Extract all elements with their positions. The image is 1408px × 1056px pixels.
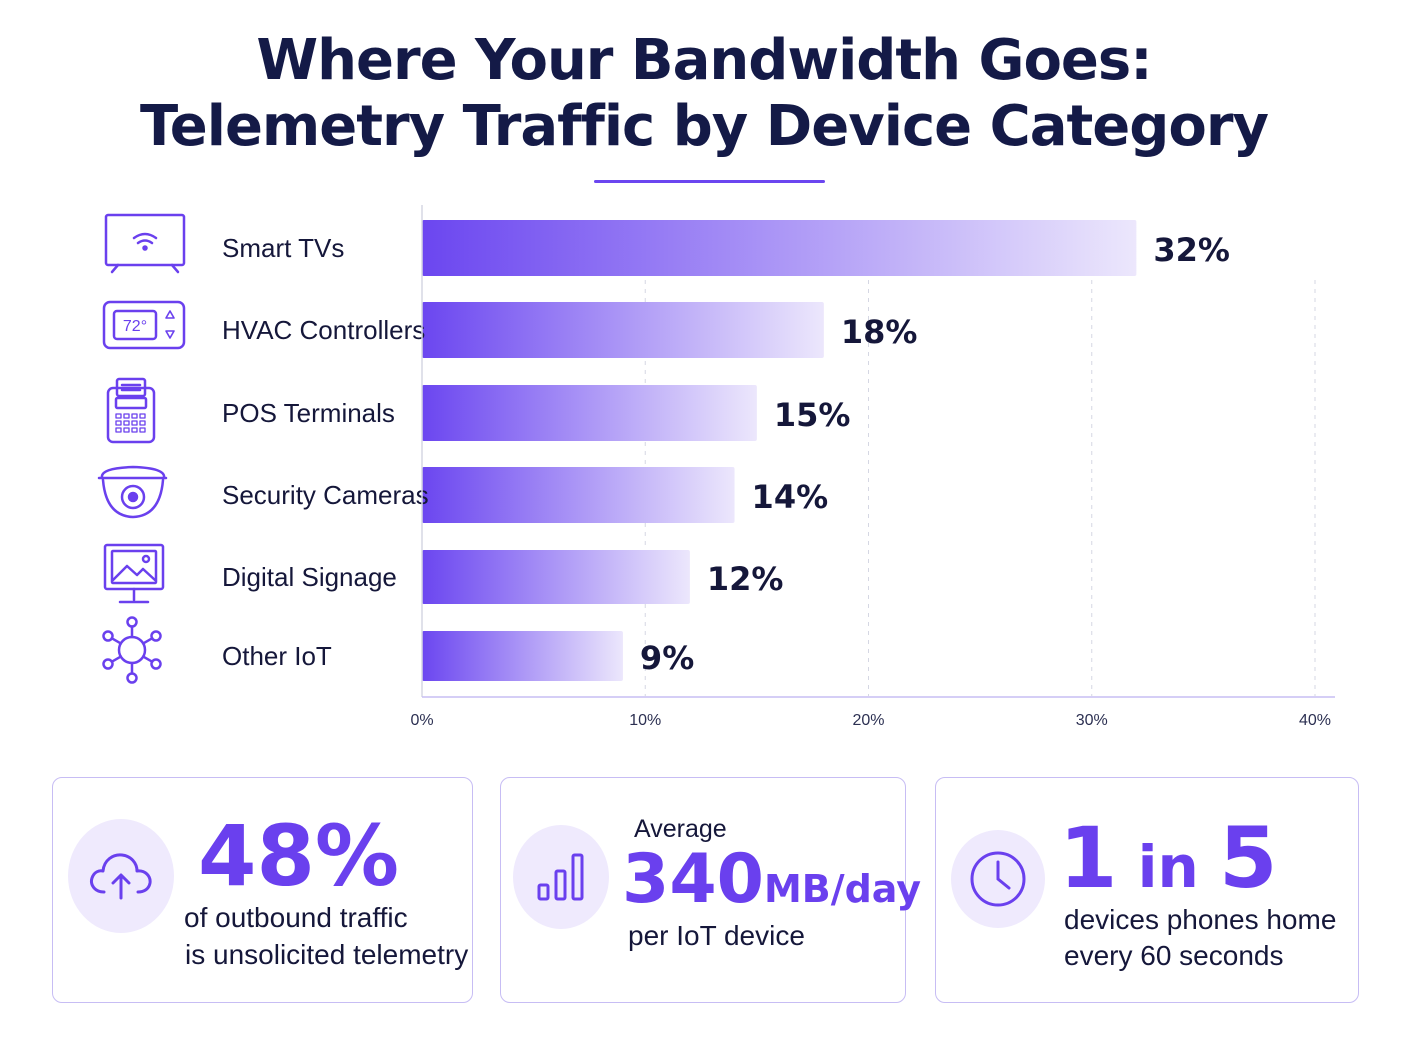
title-line-2: Telemetry Traffic by Device Category — [140, 94, 1269, 159]
stat-card-average: Average 340MB/day per IoT device — [500, 777, 921, 1003]
bar-digital-signage — [422, 550, 690, 604]
bar-pos-terminals — [422, 385, 757, 441]
bar-smart-tvs — [422, 220, 1137, 276]
stat-value-340: 340MB/day — [622, 840, 921, 929]
svg-text:72°: 72° — [123, 318, 147, 335]
x-tick-label: 10% — [629, 712, 661, 729]
category-label: Other IoT — [222, 641, 332, 671]
x-axis: 0% 10% 20% 30% 40% — [410, 205, 1335, 729]
category-label: POS Terminals — [222, 398, 395, 428]
stat-value-48: 48% — [198, 807, 400, 905]
pos-terminal-icon — [106, 377, 156, 444]
category-icons: 72° — [97, 213, 186, 684]
x-tick-label: 30% — [1076, 712, 1108, 729]
bar-chart: Smart TVs 32% HVAC Controllers 18% POS Termi… — [97, 205, 1335, 729]
category-label: Smart TVs — [222, 233, 344, 263]
stat-caption-2: per IoT device — [628, 920, 805, 951]
bar-hvac-controllers — [422, 302, 824, 358]
security-camera-icon — [97, 465, 168, 519]
clock-icon — [951, 830, 1045, 928]
x-tick-label: 40% — [1299, 712, 1331, 729]
title-underline — [594, 180, 825, 183]
stat-value-unit: MB/day — [763, 867, 922, 911]
bar-security-cameras — [422, 467, 735, 523]
category-label: HVAC Controllers — [222, 315, 425, 345]
stat-value-1-in-5: 1 in 5 — [1059, 808, 1277, 917]
bars — [422, 220, 1137, 681]
value-label: 14% — [752, 478, 829, 516]
stat-caption-1b: is unsolicited telemetry — [185, 939, 469, 970]
stat-value-denominator: 5 — [1219, 809, 1278, 907]
tv-wifi-icon — [104, 213, 186, 274]
x-tick-label: 20% — [852, 712, 884, 729]
stat-card-frequency: 1 in 5 devices phones home every 60 seco… — [935, 777, 1359, 1003]
iot-network-icon — [102, 616, 162, 684]
value-label: 15% — [774, 396, 851, 434]
category-label: Security Cameras — [222, 480, 429, 510]
stat-caption-3b: every 60 seconds — [1064, 940, 1284, 971]
stat-card-outbound: 48% of outbound traffic is unsolicited t… — [52, 777, 473, 1003]
cloud-upload-icon — [68, 819, 174, 933]
stat-value-number: 340 — [622, 840, 764, 919]
signal-bars-icon — [513, 825, 609, 929]
stat-value-numerator: 1 — [1059, 809, 1118, 907]
stat-value-in: in — [1117, 833, 1220, 901]
stat-prefix-average: Average — [634, 815, 727, 843]
value-label: 18% — [841, 313, 918, 351]
stat-caption-1a: of outbound traffic — [184, 902, 408, 933]
stat-caption-3a: devices phones home — [1064, 904, 1337, 935]
thermostat-icon: 72° — [102, 300, 186, 350]
x-tick-label: 0% — [410, 712, 433, 729]
value-label: 12% — [707, 560, 784, 598]
category-label: Digital Signage — [222, 562, 397, 592]
title-line-1: Where Your Bandwidth Goes: — [256, 28, 1152, 93]
value-label: 32% — [1153, 231, 1230, 269]
chart-title: Where Your Bandwidth Goes: Telemetry Tra… — [0, 28, 1408, 160]
digital-signage-icon — [103, 543, 165, 604]
labels: Smart TVs 32% HVAC Controllers 18% POS Termi… — [222, 231, 1230, 677]
value-label: 9% — [640, 639, 694, 677]
bar-other-iot — [422, 631, 623, 681]
